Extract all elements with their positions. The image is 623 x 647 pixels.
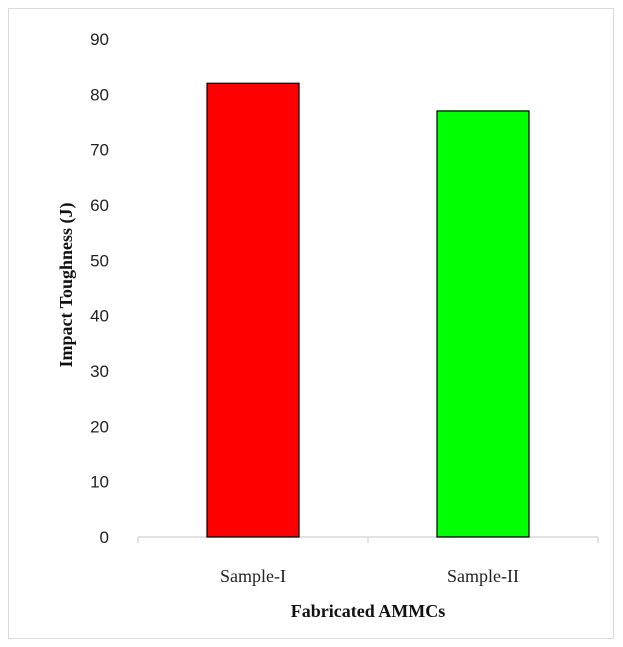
x-axis (137, 536, 599, 543)
x-category-label: Sample-II (447, 566, 519, 586)
x-category-label: Sample-I (220, 566, 286, 586)
x-axis-category-labels: Sample-I Sample-II (220, 566, 519, 586)
y-tick-label: 30 (90, 362, 109, 381)
bar-sample-ii (436, 110, 530, 538)
y-tick-label: 70 (90, 141, 109, 160)
y-tick-label: 60 (90, 196, 109, 215)
y-tick-label: 80 (90, 85, 109, 104)
y-tick-label: 20 (90, 417, 109, 436)
y-axis-title: Impact Toughness (J) (56, 202, 77, 367)
bar-sample-i (206, 82, 300, 538)
y-tick-label: 0 (100, 528, 109, 547)
x-axis-title: Fabricated AMMCs (291, 601, 445, 621)
bars (206, 82, 530, 538)
y-tick-label: 10 (90, 473, 109, 492)
y-tick-label: 50 (90, 251, 109, 270)
y-axis-ticks: 0 10 20 30 40 50 60 70 80 90 (90, 30, 109, 547)
y-tick-label: 40 (90, 307, 109, 326)
y-tick-label: 90 (90, 30, 109, 49)
